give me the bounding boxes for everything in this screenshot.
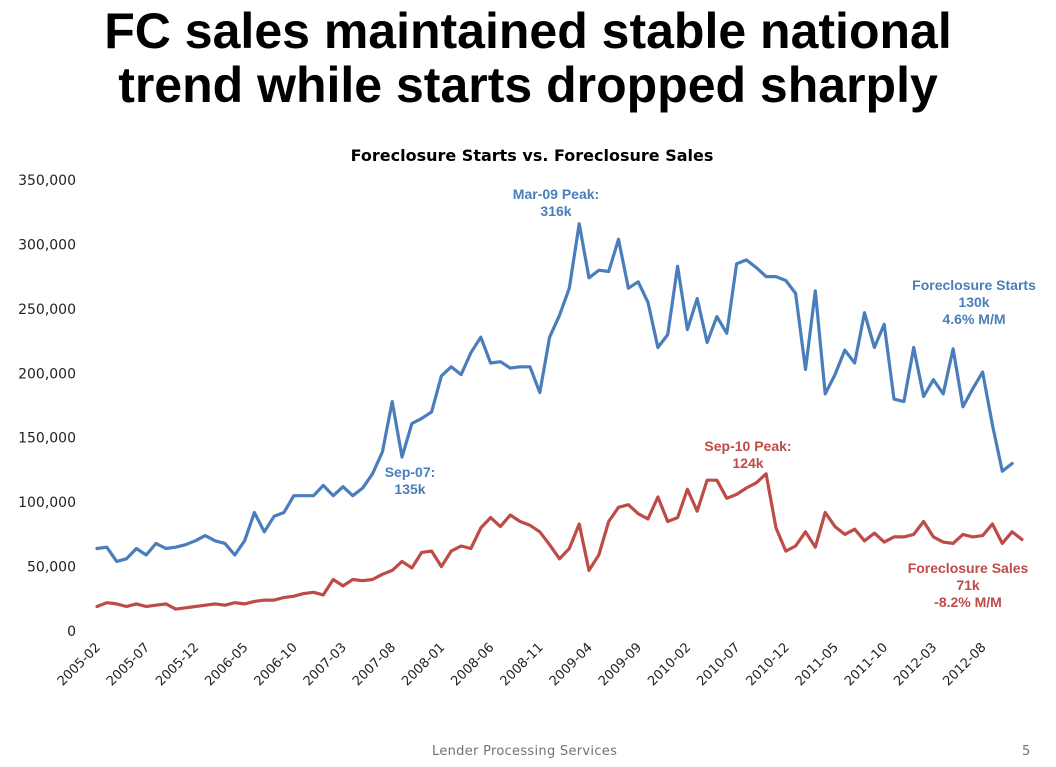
x-tick-label: 2010-02 (645, 640, 694, 689)
series-line-foreclosure-starts (95, 222, 1014, 564)
x-tick-label: 2009-09 (596, 640, 645, 689)
x-tick-label: 2005-02 (55, 640, 104, 689)
y-tick-label: 300,000 (18, 237, 76, 253)
x-tick-label: 2007-03 (301, 640, 350, 689)
annotation-text: 130k (958, 294, 989, 310)
y-tick-label: 200,000 (18, 366, 76, 382)
annotation-text: 71k (956, 577, 980, 593)
series-layer (95, 222, 1024, 611)
y-tick-label: 250,000 (18, 302, 76, 318)
annotation-text: Mar-09 Peak: (513, 186, 599, 202)
chart-annotation: Sep-10 Peak:124k (704, 438, 791, 471)
y-tick-label: 350,000 (18, 173, 76, 189)
x-tick-label: 2012-08 (940, 640, 989, 689)
y-tick-label: 100,000 (18, 495, 76, 511)
annotation-text: 4.6% M/M (942, 311, 1005, 327)
x-tick-label: 2008-06 (448, 640, 497, 689)
series-line-foreclosure-sales (95, 472, 1024, 611)
annotation-text: 135k (394, 481, 425, 497)
x-tick-label: 2010-07 (694, 640, 743, 689)
annotation-text: Sep-10 Peak: (704, 438, 791, 454)
slide-title-line-1: FC sales maintained stable national (104, 3, 952, 59)
slide-title-line-2: trend while starts dropped sharply (118, 57, 938, 113)
chart-title: Foreclosure Starts vs. Foreclosure Sales (350, 146, 714, 165)
y-tick-label: 150,000 (18, 431, 76, 447)
chart-annotation: Mar-09 Peak:316k (513, 186, 599, 219)
x-tick-label: 2010-12 (744, 640, 793, 689)
chart-annotation: Sep-07:135k (385, 464, 436, 497)
annotation-text: -8.2% M/M (934, 594, 1002, 610)
y-tick-label: 0 (67, 624, 76, 640)
x-axis: 2005-02 2005-07 2005-12 2006-05 2006-10 2007-… (55, 640, 990, 689)
x-tick-label: 2006-05 (202, 640, 251, 689)
annotation-text: 316k (540, 203, 571, 219)
x-tick-label: 2006-10 (252, 640, 301, 689)
slide-title: FC sales maintained stable national tren… (0, 4, 1056, 112)
y-tick-label: 50,000 (27, 560, 76, 576)
x-tick-label: 2005-07 (104, 640, 153, 689)
y-axis: 0 50,000 100,000 150,000 200,000 250,000 300,0… (18, 173, 76, 640)
footer-company: Lender Processing Services (432, 744, 618, 759)
annotation-text: 124k (732, 455, 763, 471)
x-tick-label: 2008-01 (399, 640, 448, 689)
x-tick-label: 2005-12 (153, 640, 202, 689)
line-chart: 0 50,000 100,000 150,000 200,000 250,000 300,0… (18, 173, 1036, 689)
x-tick-label: 2011-10 (842, 640, 891, 689)
annotation-layer: Mar-09 Peak:316k Sep-07:135k Foreclosure S… (385, 186, 1036, 610)
x-tick-label: 2012-03 (891, 640, 940, 689)
x-tick-label: 2007-08 (350, 640, 399, 689)
x-tick-label: 2008-11 (498, 640, 547, 689)
annotation-text: Foreclosure Sales (908, 560, 1029, 576)
annotation-text: Foreclosure Starts (912, 277, 1036, 293)
x-tick-label: 2011-05 (793, 640, 842, 689)
page-number: 5 (1022, 744, 1031, 759)
x-tick-label: 2009-04 (547, 640, 596, 689)
annotation-text: Sep-07: (385, 464, 436, 480)
